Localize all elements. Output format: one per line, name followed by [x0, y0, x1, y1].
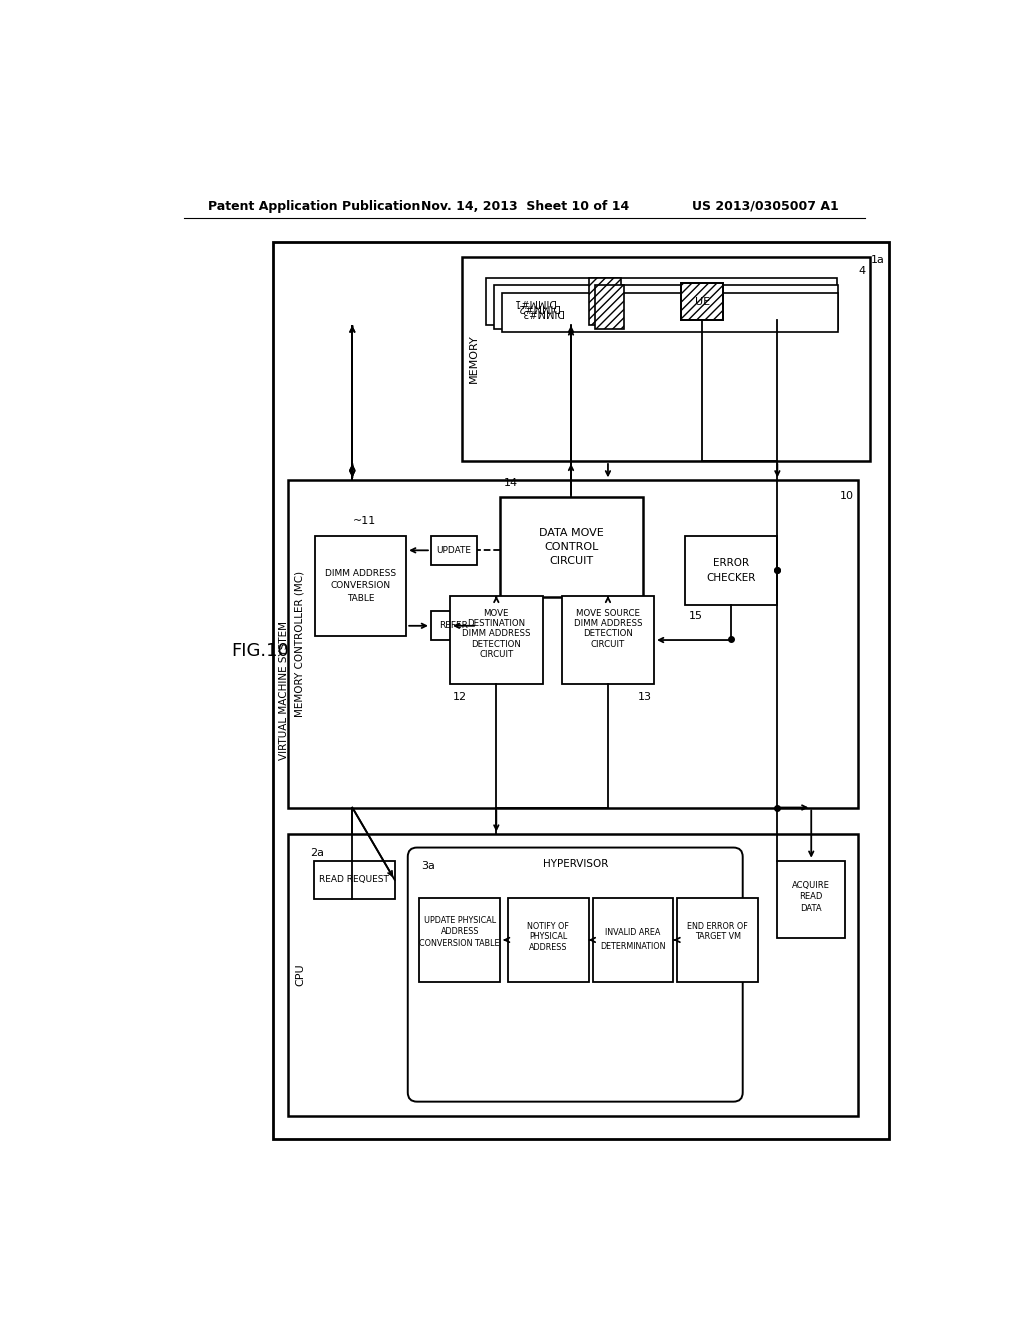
Text: CONTROL: CONTROL — [544, 543, 599, 552]
Text: 13: 13 — [638, 692, 652, 702]
Text: TABLE: TABLE — [347, 594, 375, 602]
Bar — [500, 498, 643, 597]
Text: DIMM ADDRESS: DIMM ADDRESS — [573, 619, 642, 627]
Text: INVALID AREA: INVALID AREA — [605, 928, 660, 937]
Text: 14: 14 — [504, 478, 518, 488]
Bar — [562, 595, 654, 684]
Text: MEMORY: MEMORY — [469, 334, 479, 383]
Text: US 2013/0305007 A1: US 2013/0305007 A1 — [692, 199, 839, 213]
Bar — [681, 284, 724, 321]
Bar — [273, 242, 889, 1139]
Bar — [777, 861, 845, 937]
Text: Nov. 14, 2013  Sheet 10 of 14: Nov. 14, 2013 Sheet 10 of 14 — [421, 199, 629, 213]
Bar — [677, 898, 758, 982]
Bar — [595, 285, 625, 329]
Bar — [419, 898, 500, 982]
Bar — [451, 595, 543, 684]
Text: DIMM#3: DIMM#3 — [521, 308, 563, 317]
Text: Patent Application Publication: Patent Application Publication — [208, 199, 420, 213]
Text: PHYSICAL: PHYSICAL — [529, 932, 567, 941]
Text: CIRCUIT: CIRCUIT — [591, 640, 625, 649]
Bar — [431, 536, 477, 565]
Text: DETERMINATION: DETERMINATION — [600, 941, 666, 950]
Text: DIMM#1: DIMM#1 — [513, 297, 555, 306]
Bar — [681, 284, 724, 321]
Text: READ: READ — [800, 891, 823, 900]
Text: END ERROR OF: END ERROR OF — [687, 921, 749, 931]
Text: UE: UE — [694, 297, 710, 306]
Text: FIG.10: FIG.10 — [231, 643, 289, 660]
Bar — [494, 285, 839, 329]
Text: 2a: 2a — [310, 849, 324, 858]
Text: DESTINATION: DESTINATION — [467, 619, 525, 627]
Bar — [289, 480, 858, 808]
Text: CPU: CPU — [295, 964, 305, 986]
Text: ~11: ~11 — [353, 516, 376, 527]
Text: DIMM ADDRESS: DIMM ADDRESS — [462, 628, 530, 638]
Text: MEMORY CONTROLLER (MC): MEMORY CONTROLLER (MC) — [295, 570, 305, 717]
Text: MOVE SOURCE: MOVE SOURCE — [575, 609, 640, 618]
Text: 12: 12 — [453, 692, 467, 702]
Text: MOVE: MOVE — [483, 609, 509, 618]
Bar — [431, 611, 477, 640]
Text: DATA MOVE: DATA MOVE — [539, 528, 604, 539]
Text: DETECTION: DETECTION — [583, 628, 633, 638]
Text: READ REQUEST: READ REQUEST — [319, 875, 389, 884]
Bar — [462, 257, 869, 461]
Bar — [593, 898, 674, 982]
Text: 10: 10 — [840, 491, 854, 502]
Text: 4: 4 — [858, 267, 865, 276]
Text: DETECTION: DETECTION — [471, 640, 521, 649]
Bar — [486, 277, 837, 326]
Text: TARGET VM: TARGET VM — [694, 932, 740, 941]
Bar — [508, 898, 589, 982]
Bar — [502, 293, 839, 331]
Bar — [289, 834, 858, 1115]
FancyBboxPatch shape — [408, 847, 742, 1102]
Text: NOTIFY OF: NOTIFY OF — [527, 921, 569, 931]
Text: CHECKER: CHECKER — [707, 573, 756, 583]
Text: DIMM ADDRESS: DIMM ADDRESS — [326, 569, 396, 578]
Text: HYPERVISOR: HYPERVISOR — [543, 859, 608, 870]
Text: ACQUIRE: ACQUIRE — [793, 880, 830, 890]
Text: ADDRESS: ADDRESS — [440, 927, 479, 936]
Bar — [685, 536, 777, 605]
Text: CONVERSION: CONVERSION — [331, 581, 391, 590]
Bar — [313, 861, 394, 899]
Bar — [589, 277, 621, 326]
Text: ADDRESS: ADDRESS — [529, 944, 567, 952]
Text: 15: 15 — [689, 611, 702, 622]
Bar — [315, 536, 407, 636]
Text: 3a: 3a — [422, 862, 435, 871]
Text: CIRCUIT: CIRCUIT — [479, 651, 513, 659]
Text: 1a: 1a — [870, 256, 885, 265]
Text: CONVERSION TABLE: CONVERSION TABLE — [420, 939, 500, 948]
Text: UPDATE PHYSICAL: UPDATE PHYSICAL — [424, 916, 496, 925]
Text: CIRCUIT: CIRCUIT — [549, 556, 594, 566]
Text: DIMM#2: DIMM#2 — [517, 302, 559, 312]
Text: UPDATE: UPDATE — [436, 546, 471, 554]
Text: ERROR: ERROR — [713, 557, 750, 568]
Text: DATA: DATA — [801, 904, 822, 913]
Text: REFER: REFER — [439, 622, 468, 630]
Text: VIRTUAL MACHINE SYSTEM: VIRTUAL MACHINE SYSTEM — [279, 620, 289, 759]
